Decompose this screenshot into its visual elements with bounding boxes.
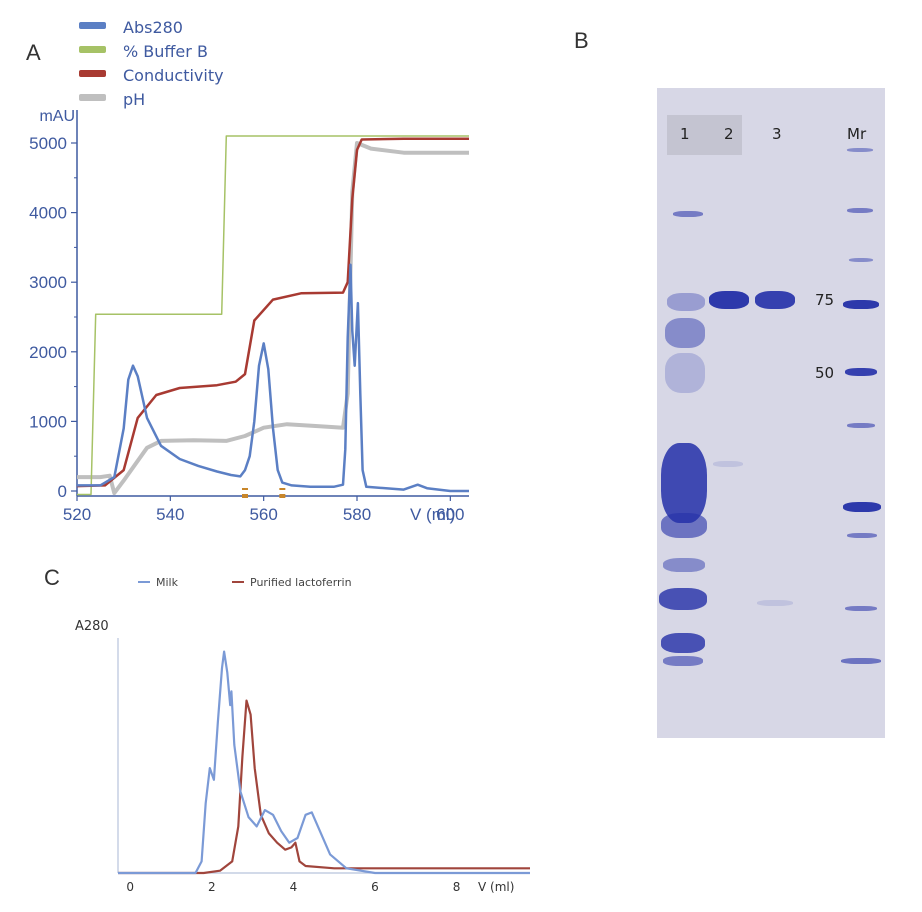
gel-band (667, 293, 705, 311)
gel-band (665, 318, 705, 348)
lane-label-3: 3 (772, 125, 782, 143)
x-tick-label: 600 (436, 505, 464, 524)
y-tick-label: 5000 (29, 134, 67, 153)
gel-band (663, 558, 705, 572)
ladder-band (843, 300, 879, 309)
ladder-band (845, 368, 877, 376)
legend-swatch-abs280 (79, 22, 106, 29)
panel-label-a: A (26, 40, 41, 65)
gel-band (661, 443, 707, 523)
ladder-band (847, 423, 875, 428)
series-line-milk (118, 650, 530, 875)
series-line-conductivity (76, 137, 469, 488)
legend-swatch-buffer_b (79, 46, 106, 53)
x-axis-label: V (ml) (478, 880, 514, 894)
series-line-buffer_b (77, 135, 469, 496)
gel-lane-header (667, 115, 742, 155)
sds-page-gel: 1 2 3 Mr 75 50 (657, 88, 885, 738)
series-line-lactoferrin (118, 699, 530, 875)
gel-band (673, 211, 703, 217)
x-tick-label: 8 (453, 880, 461, 894)
gel-band (661, 633, 705, 653)
ladder-band (843, 502, 881, 512)
lane-label-1: 1 (680, 125, 690, 143)
panel-label-c: C (44, 565, 60, 590)
lane-label-2: 2 (724, 125, 734, 143)
fraction-marker (279, 488, 286, 490)
y-tick-label: 0 (58, 482, 67, 501)
fraction-marker (242, 488, 248, 490)
ladder-band (847, 208, 873, 213)
y-tick-label: 1000 (29, 412, 67, 431)
x-tick-label: 580 (343, 505, 371, 524)
legend-label-ph: pH (123, 90, 145, 109)
mw-label-50: 50 (815, 364, 835, 382)
lane-label-mr: Mr (847, 125, 867, 143)
legend-swatch-conductivity (79, 70, 106, 77)
x-tick-label: 2 (208, 880, 216, 894)
legend-label-abs280: Abs280 (123, 18, 183, 37)
legend-label-buffer_b: % Buffer B (123, 42, 208, 61)
x-tick-label: 6 (371, 880, 379, 894)
gel-band (755, 291, 795, 309)
mw-label-75: 75 (815, 291, 835, 309)
gel-band (665, 353, 705, 393)
x-tick-label: 520 (63, 505, 91, 524)
legend-swatch-ph (79, 94, 106, 101)
y-axis-label: mAU (39, 108, 75, 125)
y-axis-label: A280 (75, 619, 109, 634)
gel-band (709, 291, 749, 309)
x-tick-label: 0 (126, 880, 134, 894)
gel-band (663, 656, 703, 666)
x-tick-label: 540 (156, 505, 184, 524)
ladder-band (845, 606, 877, 611)
panel-label-b: B (574, 28, 589, 53)
gel-band (659, 588, 707, 610)
ladder-band (841, 658, 881, 664)
series-line-abs280 (77, 263, 469, 493)
legend-label-milk: Milk (156, 576, 179, 589)
gel-band (713, 461, 743, 467)
chromatogram-chart: 0 1000 2000 3000 4000 5000 520 540 560 580 600 mAU V… (29, 18, 469, 524)
ladder-band (847, 148, 873, 152)
ladder-band (849, 258, 873, 262)
x-tick-label: 560 (249, 505, 277, 524)
legend-label-lactoferrin: Purified lactoferrin (250, 576, 352, 589)
gel-band (757, 600, 793, 606)
fraction-marker (279, 494, 286, 498)
y-tick-label: 4000 (29, 204, 67, 223)
x-tick-label: 4 (290, 880, 298, 894)
ladder-band (847, 533, 877, 538)
gel-band (661, 513, 707, 538)
fraction-marker (242, 494, 248, 498)
x-axis-label: V (ml) (410, 505, 455, 524)
y-tick-label: 3000 (29, 273, 67, 292)
y-tick-label: 2000 (29, 343, 67, 362)
legend-label-conductivity: Conductivity (123, 66, 224, 85)
